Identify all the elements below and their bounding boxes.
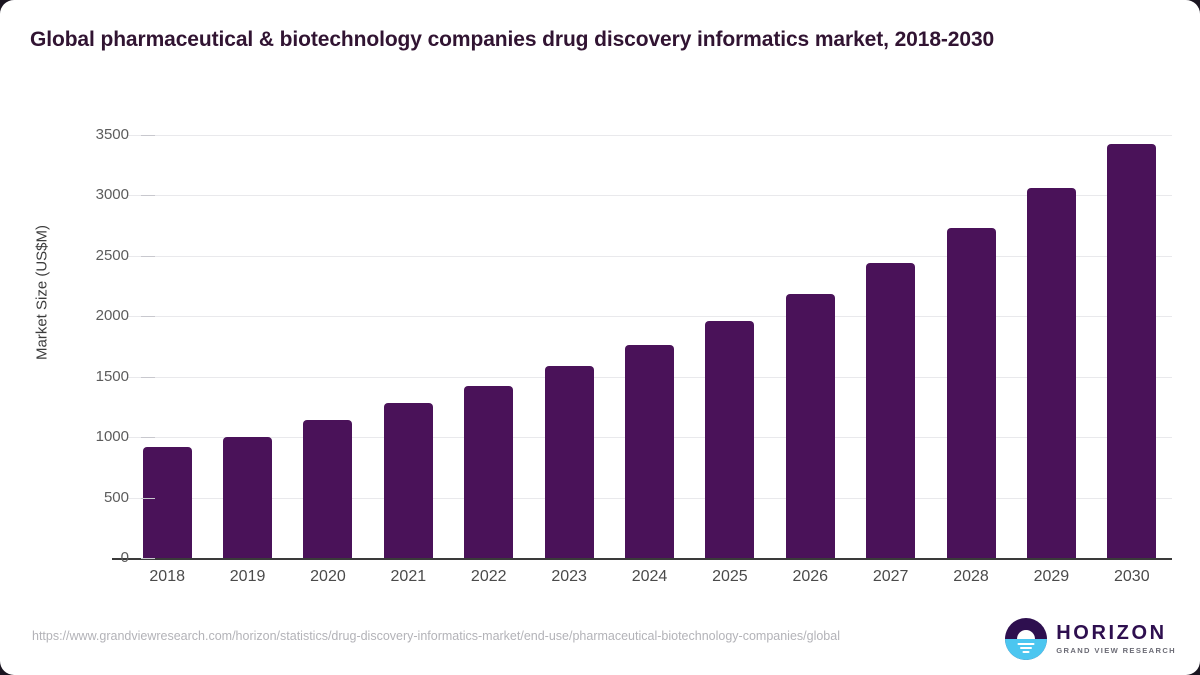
bar[interactable] (223, 436, 273, 558)
gridline (127, 255, 1172, 257)
x-axis-tick-label: 2027 (872, 568, 909, 585)
logo-ray-2 (1020, 647, 1033, 649)
bar-slot (529, 135, 609, 558)
page-title: Global pharmaceutical & biotechnology co… (30, 28, 995, 51)
logo-ray-3 (1022, 651, 1030, 653)
x-axis-tick-label: 2021 (390, 568, 427, 585)
bar[interactable] (303, 420, 353, 558)
bar-slot (690, 135, 770, 558)
x-axis-tick-label: 2023 (551, 568, 587, 585)
gridline (127, 135, 1172, 136)
x-axis-tick-label: 2030 (1114, 568, 1150, 585)
horizon-sun-icon (1005, 618, 1048, 660)
gridline (127, 316, 1172, 318)
y-axis-tick-mark (141, 316, 155, 318)
x-axis-line (112, 558, 1172, 560)
bar-slot (850, 135, 930, 558)
bar[interactable] (946, 228, 996, 558)
bar-slot (1011, 135, 1091, 558)
bar-slot (770, 135, 850, 558)
bar-slot (368, 135, 448, 558)
logo-sun-shape (1017, 630, 1036, 639)
x-axis-tick-label: 2019 (229, 568, 266, 585)
bar[interactable] (383, 403, 433, 558)
bar[interactable] (1026, 187, 1076, 558)
y-axis-tick-mark (141, 437, 155, 439)
y-axis-tick-mark (141, 135, 155, 136)
y-axis-tick-label: 0 (120, 549, 129, 566)
bar-slot (288, 135, 368, 558)
bar[interactable] (866, 263, 916, 558)
bar-slot (931, 135, 1011, 558)
y-axis-tick-mark (141, 376, 155, 378)
x-axis-tick-label: 2020 (310, 568, 346, 585)
bar-slot (609, 135, 689, 558)
y-axis-tick-label: 3500 (95, 126, 129, 143)
x-axis-tick-label: 2028 (953, 568, 989, 585)
y-axis-tick-label: 2500 (95, 246, 129, 264)
y-axis-tick-label: 500 (103, 488, 129, 506)
y-axis-label: Market Size (US$M) (33, 224, 51, 361)
logo-name: HORIZON (1056, 622, 1167, 645)
y-axis-tick-mark (141, 497, 155, 499)
y-axis-tick-label: 1500 (95, 367, 129, 385)
logo-wordmark: HORIZON GRAND VIEW RESEARCH (1056, 623, 1176, 655)
y-axis-tick-label: 2000 (95, 307, 129, 325)
y-axis-tick-mark (141, 255, 155, 257)
bar[interactable] (624, 345, 674, 558)
bar[interactable] (1107, 144, 1157, 558)
x-axis-tick-label: 2018 (149, 568, 185, 585)
bar[interactable] (142, 446, 192, 558)
bar[interactable] (705, 320, 755, 558)
bar[interactable] (544, 365, 594, 558)
x-axis-tick-label: 2025 (712, 568, 748, 585)
x-axis-tick-label: 2026 (792, 568, 829, 585)
bar-slot (207, 135, 287, 558)
source-url[interactable]: https://www.grandviewresearch.com/horizo… (32, 629, 840, 643)
y-axis-tick-mark (141, 558, 155, 559)
logo-tagline: GRAND VIEW RESEARCH (1056, 646, 1176, 656)
x-axis-tick-label: 2022 (470, 568, 507, 585)
logo-ray-1 (1017, 643, 1035, 645)
x-axis-tick-label: 2024 (631, 568, 668, 585)
bar-slot (1092, 135, 1172, 558)
bar-slot (449, 135, 529, 558)
y-axis-tick-mark (141, 195, 155, 197)
x-axis-tick-label: 2029 (1033, 568, 1070, 585)
brand-logo[interactable]: HORIZON GRAND VIEW RESEARCH (1005, 618, 1176, 660)
bar[interactable] (464, 385, 514, 558)
bar[interactable] (785, 293, 835, 558)
bar-slot (127, 135, 207, 558)
y-axis-tick-label: 1000 (95, 428, 129, 446)
y-axis-tick-label: 3000 (95, 186, 129, 204)
gridline (127, 195, 1172, 197)
bar-series (127, 135, 1172, 558)
logo-sea-shape (1005, 639, 1048, 660)
